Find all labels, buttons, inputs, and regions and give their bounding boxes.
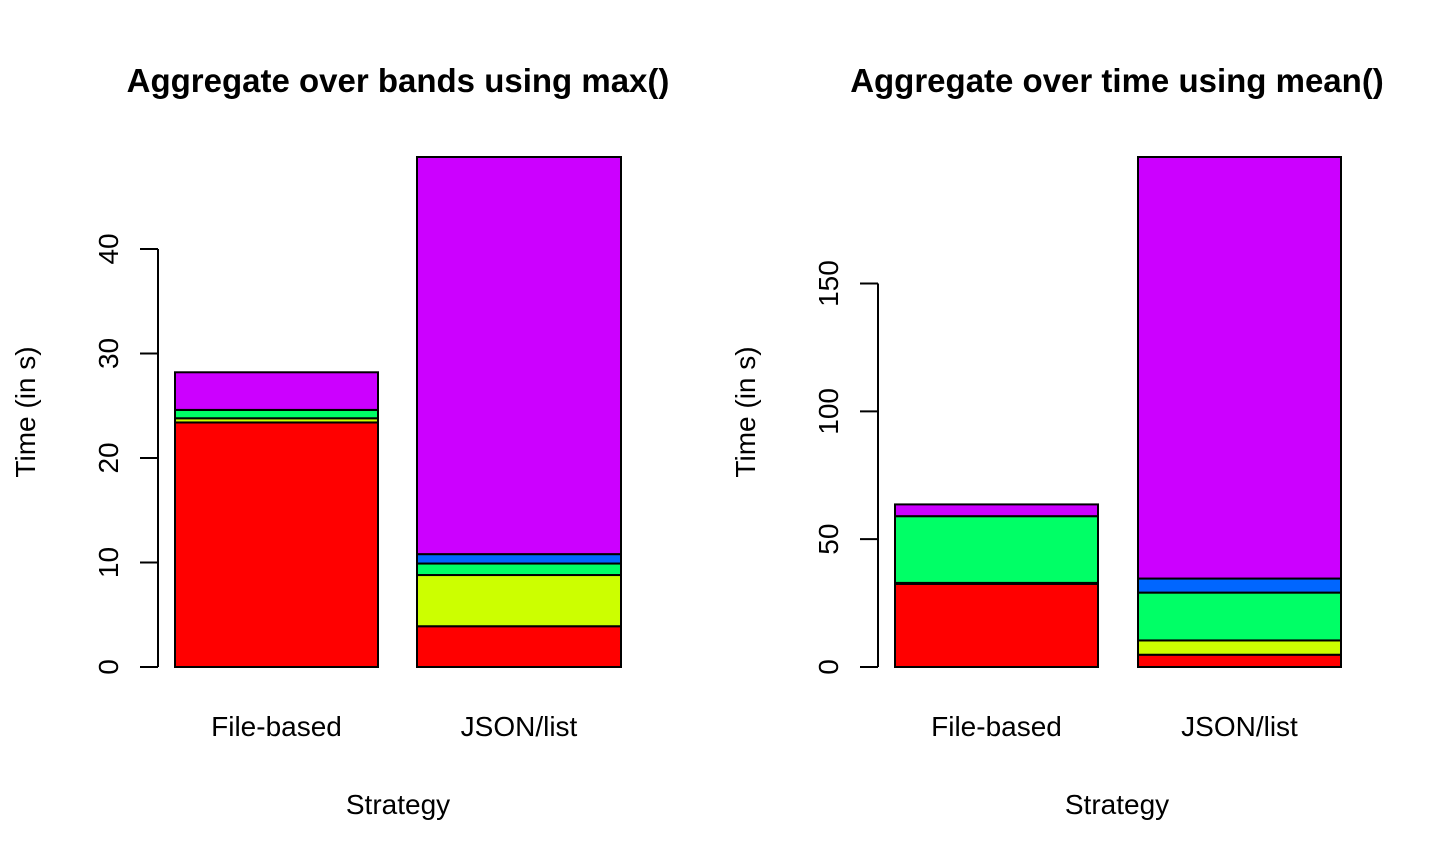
y-tick-label: 100	[813, 388, 844, 435]
y-axis-label: Time (in s)	[10, 346, 41, 477]
y-tick-label: 50	[813, 524, 844, 555]
chart-panel-time: Aggregate over time using mean() Time (i…	[730, 62, 1384, 820]
bar-segment	[416, 562, 622, 577]
bar-segment	[894, 503, 1099, 518]
chart-panel-bands: Aggregate over bands using max() Time (i…	[10, 62, 669, 820]
y-tick-label: 40	[93, 233, 124, 264]
bar-segment	[894, 515, 1099, 584]
y-axis: 0 10 20 30 40	[93, 233, 159, 675]
x-tick-label: JSON/list	[1181, 711, 1298, 742]
x-tick-label: File-based	[931, 711, 1062, 742]
y-tick-label: 10	[93, 547, 124, 578]
bar-segment	[416, 574, 622, 628]
bar-segment	[416, 625, 622, 669]
x-tick-label: File-based	[211, 711, 342, 742]
bar-segment	[1137, 653, 1342, 668]
chart-title: Aggregate over bands using max()	[127, 62, 670, 99]
bar-segment	[1137, 591, 1342, 642]
y-tick-label: 20	[93, 442, 124, 473]
bar-stack-group	[174, 156, 622, 669]
x-axis-label: Strategy	[1065, 789, 1169, 820]
x-category-labels: File-based JSON/list	[931, 711, 1298, 742]
bar-segment	[1137, 639, 1342, 656]
bar-segment	[416, 553, 622, 565]
bar-segment	[416, 156, 622, 556]
bar-segment	[174, 371, 379, 411]
y-tick-label: 30	[93, 338, 124, 369]
y-axis: 0 50 100 150	[813, 260, 879, 675]
y-tick-label: 150	[813, 260, 844, 307]
y-tick-label: 0	[93, 659, 124, 675]
bar-segment	[174, 408, 379, 420]
bar-stack-group	[894, 156, 1342, 669]
chart-title: Aggregate over time using mean()	[850, 62, 1384, 99]
bar-segment	[1137, 577, 1342, 594]
x-category-labels: File-based JSON/list	[211, 711, 577, 742]
bar-segment	[174, 421, 379, 668]
y-tick-label: 0	[813, 659, 844, 675]
x-axis-label: Strategy	[346, 789, 450, 820]
bar-segment	[1137, 156, 1342, 580]
y-axis-label: Time (in s)	[730, 346, 761, 477]
x-tick-label: JSON/list	[461, 711, 578, 742]
bar-segment	[894, 582, 1099, 669]
